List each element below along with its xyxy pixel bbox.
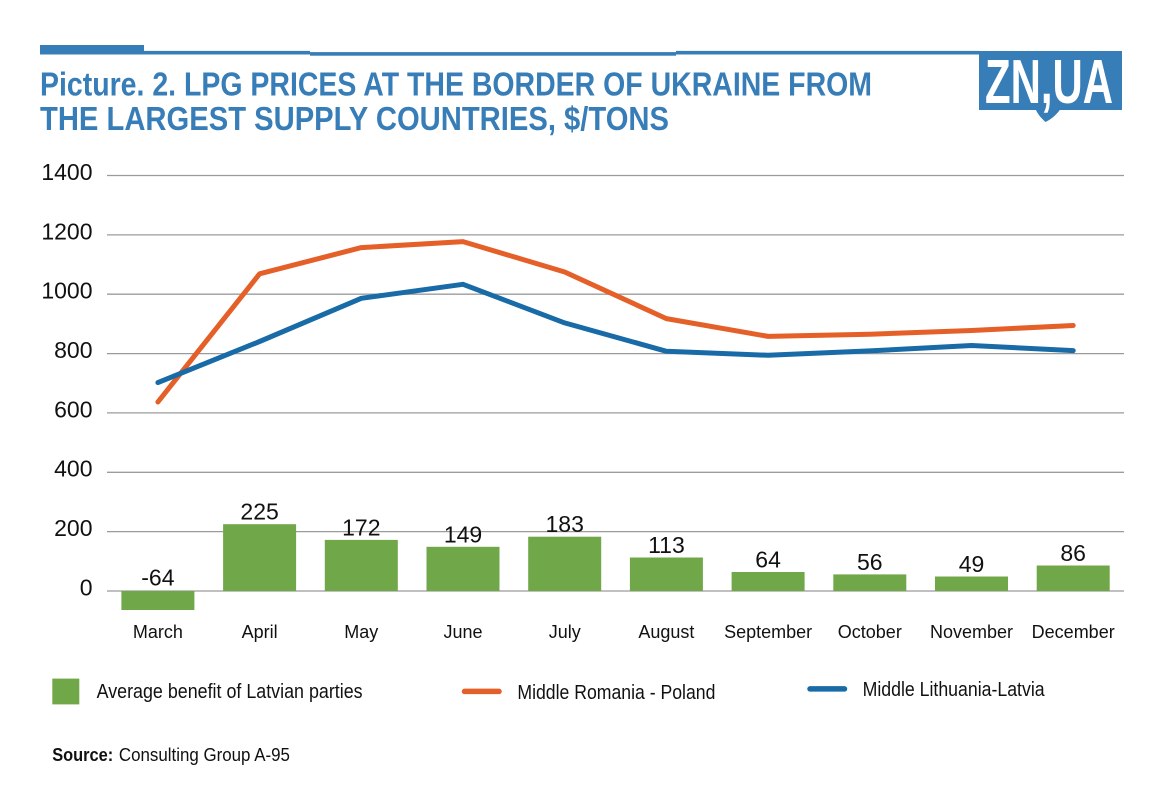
svg-text:December: December (1032, 622, 1115, 642)
svg-text:June: June (443, 622, 482, 642)
svg-text:Average benefit of Latvian par: Average benefit of Latvian parties (97, 681, 363, 703)
svg-text:400: 400 (54, 456, 92, 482)
svg-text:49: 49 (959, 551, 985, 577)
svg-text:600: 600 (54, 396, 92, 422)
svg-text:Source:: Source: (52, 745, 113, 765)
svg-text:0: 0 (80, 574, 93, 600)
svg-text:1000: 1000 (41, 278, 92, 304)
svg-text:September: September (724, 622, 812, 642)
svg-text:May: May (344, 622, 378, 642)
svg-text:86: 86 (1060, 540, 1086, 566)
svg-text:1400: 1400 (41, 159, 92, 185)
svg-text:July: July (549, 622, 581, 642)
svg-text:172: 172 (342, 514, 380, 540)
svg-text:Consulting Group A-95: Consulting Group A-95 (119, 745, 290, 765)
svg-text:-64: -64 (141, 565, 174, 591)
svg-text:Middle Romania - Poland: Middle Romania - Poland (517, 682, 715, 704)
svg-text:56: 56 (857, 549, 883, 575)
svg-text:ZN,UA: ZN,UA (985, 48, 1113, 117)
svg-text:November: November (930, 622, 1013, 642)
svg-text:183: 183 (546, 511, 584, 537)
svg-text:Picture. 2. LPG PRICES AT THE: Picture. 2. LPG PRICES AT THE BORDER OF … (40, 66, 872, 103)
svg-text:April: April (242, 622, 278, 642)
svg-text:March: March (133, 622, 183, 642)
svg-text:800: 800 (54, 337, 92, 363)
svg-text:THE LARGEST SUPPLY COUNTRIES,: THE LARGEST SUPPLY COUNTRIES, $/TONS (40, 100, 669, 137)
svg-text:149: 149 (444, 521, 482, 547)
svg-text:October: October (838, 622, 902, 642)
svg-text:225: 225 (240, 499, 278, 525)
svg-text:Middle Lithuania-Latvia: Middle Lithuania-Latvia (863, 679, 1046, 701)
svg-text:64: 64 (755, 547, 781, 573)
svg-text:August: August (638, 622, 694, 642)
svg-text:1200: 1200 (41, 218, 92, 244)
svg-text:200: 200 (54, 515, 92, 541)
svg-text:113: 113 (648, 532, 685, 558)
